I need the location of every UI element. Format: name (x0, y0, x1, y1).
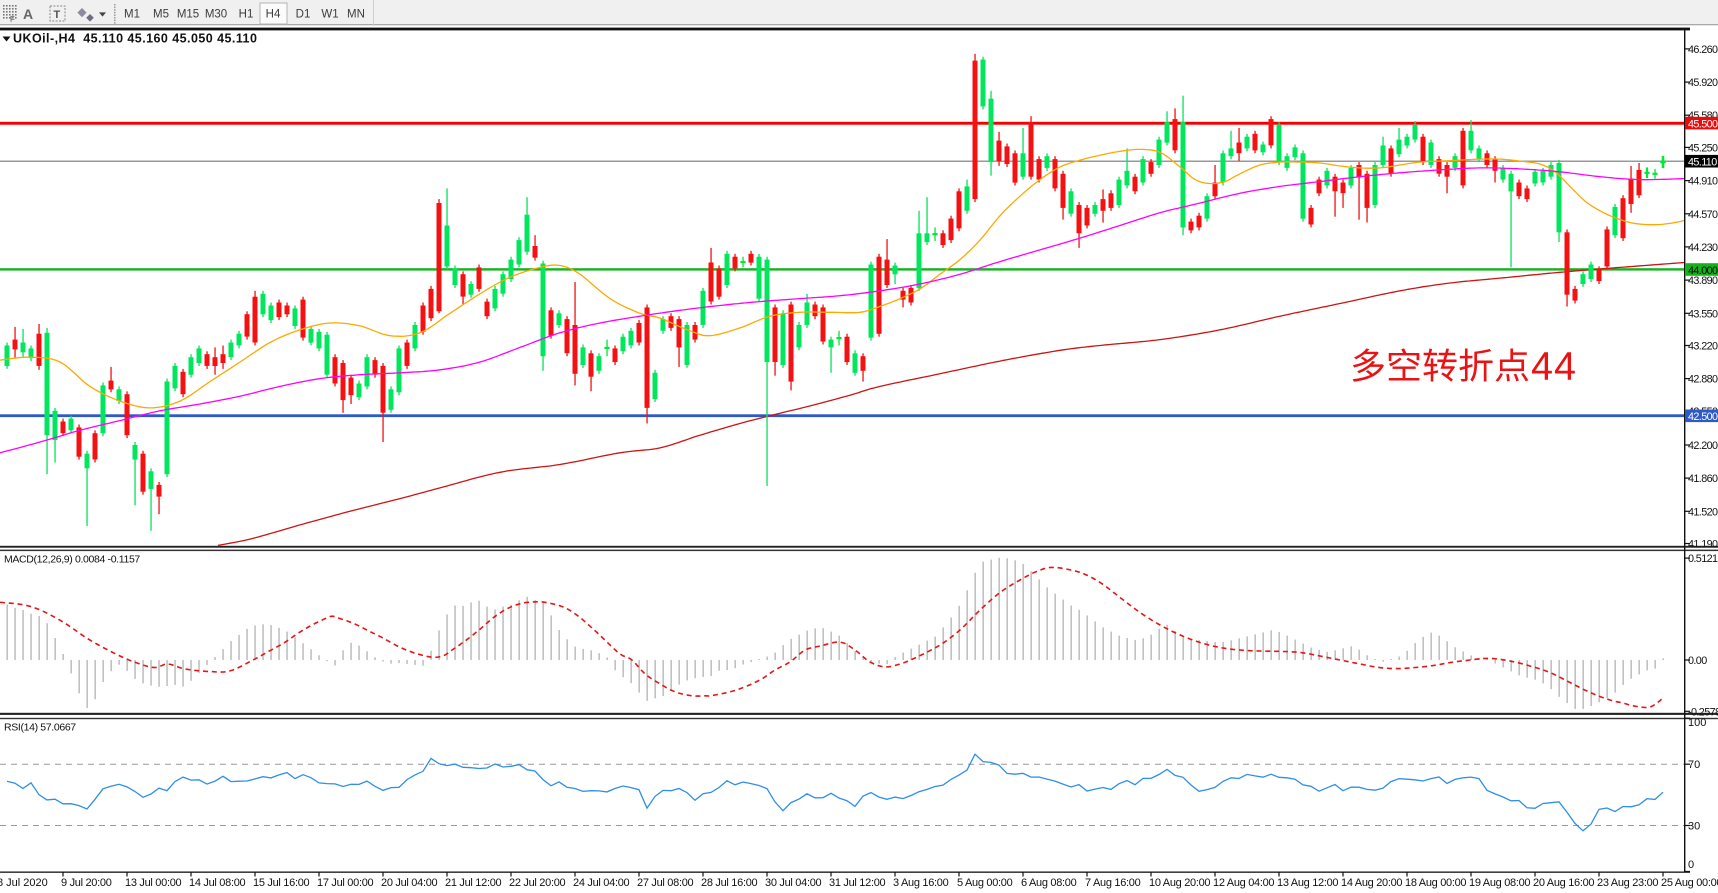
svg-text:18 Aug 00:00: 18 Aug 00:00 (1405, 877, 1466, 889)
svg-text:21 Jul 12:00: 21 Jul 12:00 (445, 877, 502, 889)
svg-text:44.570: 44.570 (1688, 209, 1718, 221)
svg-text:19 Aug 08:00: 19 Aug 08:00 (1469, 877, 1530, 889)
svg-text:10 Aug 20:00: 10 Aug 20:00 (1149, 877, 1210, 889)
svg-text:46.260: 46.260 (1688, 44, 1718, 56)
svg-text:8 Jul 2020: 8 Jul 2020 (0, 877, 48, 889)
svg-text:24 Jul 04:00: 24 Jul 04:00 (573, 877, 630, 889)
svg-text:44.230: 44.230 (1688, 242, 1718, 254)
svg-text:17 Jul 00:00: 17 Jul 00:00 (317, 877, 374, 889)
svg-text:44: 44 (1531, 345, 1577, 389)
svg-text:31 Jul 12:00: 31 Jul 12:00 (829, 877, 886, 889)
svg-text:41.860: 41.860 (1688, 473, 1718, 485)
svg-text:45.500: 45.500 (1688, 119, 1718, 131)
svg-text:13 Jul 00:00: 13 Jul 00:00 (125, 877, 182, 889)
svg-text:30: 30 (1688, 821, 1700, 833)
svg-text:-0.2578: -0.2578 (1688, 706, 1718, 718)
svg-text:44.910: 44.910 (1688, 176, 1718, 188)
svg-text:MACD(12,26,9) 0.0084 -0.1157: MACD(12,26,9) 0.0084 -0.1157 (4, 554, 140, 566)
svg-text:22 Jul 20:00: 22 Jul 20:00 (509, 877, 566, 889)
svg-text:14 Aug 20:00: 14 Aug 20:00 (1341, 877, 1402, 889)
svg-text:UKOil-,H4 45.110 45.160 45.05: UKOil-,H4 45.110 45.160 45.050 45.110 (13, 32, 257, 46)
svg-text:0.00: 0.00 (1688, 655, 1707, 667)
svg-text:43.550: 43.550 (1688, 308, 1718, 320)
svg-text:M30: M30 (205, 9, 227, 21)
svg-text:100: 100 (1688, 717, 1706, 729)
svg-text:RSI(14) 57.0667: RSI(14) 57.0667 (4, 722, 76, 734)
svg-text:42.200: 42.200 (1688, 440, 1718, 452)
svg-text:3 Aug 16:00: 3 Aug 16:00 (893, 877, 949, 889)
svg-text:41.190: 41.190 (1688, 539, 1718, 551)
svg-text:43.890: 43.890 (1688, 275, 1718, 287)
svg-text:W1: W1 (321, 9, 338, 21)
svg-text:M15: M15 (177, 9, 199, 21)
svg-text:6 Aug 08:00: 6 Aug 08:00 (1021, 877, 1077, 889)
svg-text:9 Jul 20:00: 9 Jul 20:00 (61, 877, 112, 889)
svg-text:15 Jul 16:00: 15 Jul 16:00 (253, 877, 310, 889)
svg-text:0: 0 (1688, 859, 1694, 871)
svg-text:A: A (23, 6, 33, 22)
svg-text:25 Aug 00:00: 25 Aug 00:00 (1661, 877, 1718, 889)
svg-text:5 Aug 00:00: 5 Aug 00:00 (957, 877, 1013, 889)
svg-text:T: T (54, 9, 61, 21)
svg-text:D1: D1 (296, 9, 311, 21)
svg-text:28 Jul 16:00: 28 Jul 16:00 (701, 877, 758, 889)
svg-text:F: F (10, 15, 15, 24)
svg-text:0.5121: 0.5121 (1688, 553, 1718, 565)
svg-text:20 Jul 04:00: 20 Jul 04:00 (381, 877, 438, 889)
svg-text:41.520: 41.520 (1688, 506, 1718, 518)
svg-text:14 Jul 08:00: 14 Jul 08:00 (189, 877, 246, 889)
svg-text:27 Jul 08:00: 27 Jul 08:00 (637, 877, 694, 889)
svg-text:45.110: 45.110 (1688, 157, 1717, 169)
svg-text:M1: M1 (124, 9, 140, 21)
svg-text:42.500: 42.500 (1688, 411, 1718, 423)
svg-text:H4: H4 (266, 9, 281, 21)
svg-text:42.880: 42.880 (1688, 374, 1718, 386)
svg-text:20 Aug 16:00: 20 Aug 16:00 (1533, 877, 1594, 889)
svg-text:30 Jul 04:00: 30 Jul 04:00 (765, 877, 822, 889)
svg-text:43.220: 43.220 (1688, 341, 1718, 353)
svg-text:45.920: 45.920 (1688, 77, 1718, 89)
svg-text:H1: H1 (239, 9, 254, 21)
svg-text:M5: M5 (153, 9, 169, 21)
svg-text:23 Aug 23:00: 23 Aug 23:00 (1597, 877, 1658, 889)
svg-text:MN: MN (347, 9, 365, 21)
svg-text:70: 70 (1688, 759, 1700, 771)
svg-text:7 Aug 16:00: 7 Aug 16:00 (1085, 877, 1141, 889)
svg-text:12 Aug 04:00: 12 Aug 04:00 (1213, 877, 1274, 889)
svg-text:44.000: 44.000 (1688, 265, 1718, 277)
svg-text:13 Aug 12:00: 13 Aug 12:00 (1277, 877, 1338, 889)
svg-text:45.250: 45.250 (1688, 142, 1718, 154)
